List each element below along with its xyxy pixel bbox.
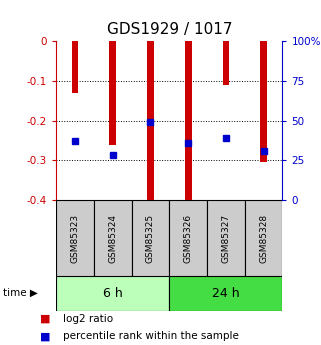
Bar xyxy=(132,200,169,276)
Bar xyxy=(169,200,207,276)
Text: 6 h: 6 h xyxy=(103,287,123,300)
Bar xyxy=(147,41,154,200)
Bar xyxy=(56,200,94,276)
Bar xyxy=(169,276,282,310)
Bar xyxy=(94,200,132,276)
Bar xyxy=(72,41,78,93)
Text: time ▶: time ▶ xyxy=(3,288,38,298)
Bar xyxy=(222,41,229,85)
Title: GDS1929 / 1017: GDS1929 / 1017 xyxy=(107,22,232,38)
Text: log2 ratio: log2 ratio xyxy=(63,314,113,324)
Text: GSM85327: GSM85327 xyxy=(221,214,230,263)
Text: percentile rank within the sample: percentile rank within the sample xyxy=(63,332,239,341)
Text: GSM85324: GSM85324 xyxy=(108,214,117,263)
Bar xyxy=(260,41,267,162)
Text: 24 h: 24 h xyxy=(212,287,240,300)
Text: GSM85328: GSM85328 xyxy=(259,214,268,263)
Text: GSM85323: GSM85323 xyxy=(71,214,80,263)
Bar xyxy=(109,41,116,145)
Text: ■: ■ xyxy=(40,332,51,341)
Text: GSM85325: GSM85325 xyxy=(146,214,155,263)
Bar xyxy=(207,200,245,276)
Bar xyxy=(56,276,169,310)
Text: GSM85326: GSM85326 xyxy=(184,214,193,263)
Bar xyxy=(185,41,192,200)
Bar xyxy=(245,200,282,276)
Text: ■: ■ xyxy=(40,314,51,324)
